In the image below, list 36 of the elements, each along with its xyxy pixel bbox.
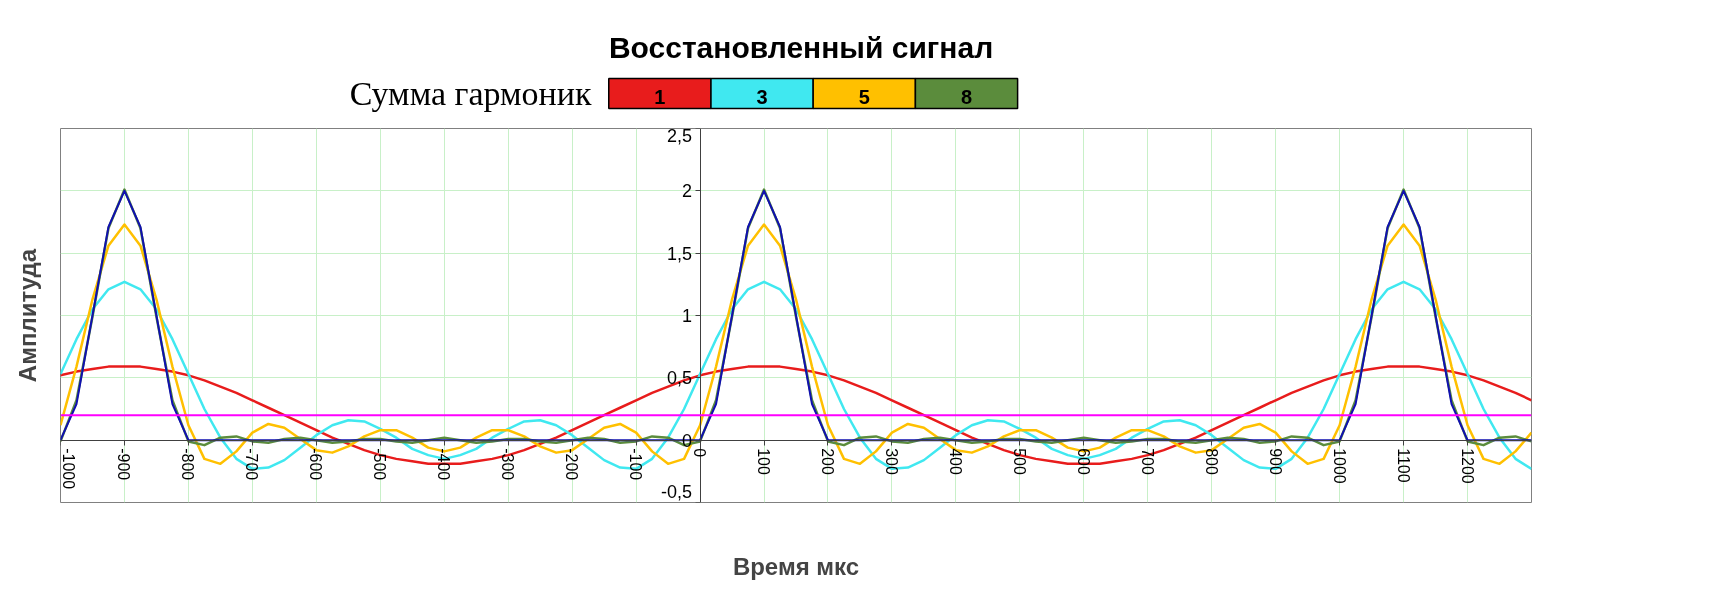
x-axis-title: Время мкс — [732, 552, 860, 580]
x-tick-label: -100 — [627, 448, 645, 481]
x-tick-label: 600 — [1074, 448, 1092, 475]
x-tick-label: -400 — [435, 448, 453, 481]
text: 3 — [756, 85, 768, 108]
x-tick-label: 500 — [1010, 448, 1028, 475]
x-tick-label: 1100 — [1394, 448, 1412, 483]
x-tick-label: -900 — [115, 448, 133, 481]
x-tick-label: 1000 — [1330, 448, 1348, 484]
y-tick-label: 2 — [682, 181, 693, 202]
y-tick-label: 1,5 — [667, 243, 693, 264]
y-tick-label: 2,5 — [667, 125, 693, 146]
x-tick-label: 900 — [1266, 448, 1284, 475]
x-tick-label: 0 — [691, 448, 709, 458]
x-tick-label: -500 — [371, 448, 389, 481]
x-tick-label: 200 — [818, 448, 836, 475]
legend-title: Сумма гармоник — [349, 75, 592, 112]
x-tick-label: 700 — [1138, 448, 1156, 475]
text: 8 — [960, 85, 973, 108]
chart-title: Восстановленный сигнал — [608, 31, 994, 64]
x-tick-label: -800 — [179, 448, 197, 481]
x-tick-label: 1200 — [1458, 448, 1476, 484]
x-tick-label: 400 — [946, 448, 964, 475]
text: 5 — [858, 85, 870, 108]
y-tick-label: 0 — [682, 430, 693, 451]
x-tick-label: 800 — [1202, 448, 1220, 475]
x-tick-label: -1000 — [59, 448, 77, 490]
y-axis-title: Амплитуда — [13, 248, 41, 383]
x-tick-label: -300 — [499, 448, 517, 481]
y-tick-label: -0,5 — [661, 481, 693, 502]
x-tick-label: -600 — [307, 448, 325, 481]
x-tick-label: -200 — [563, 448, 581, 481]
y-tick-label: 1 — [682, 306, 693, 326]
x-tick-label: -700 — [243, 448, 261, 481]
x-tick-label: 300 — [882, 448, 900, 475]
x-tick-label: 100 — [755, 448, 773, 475]
